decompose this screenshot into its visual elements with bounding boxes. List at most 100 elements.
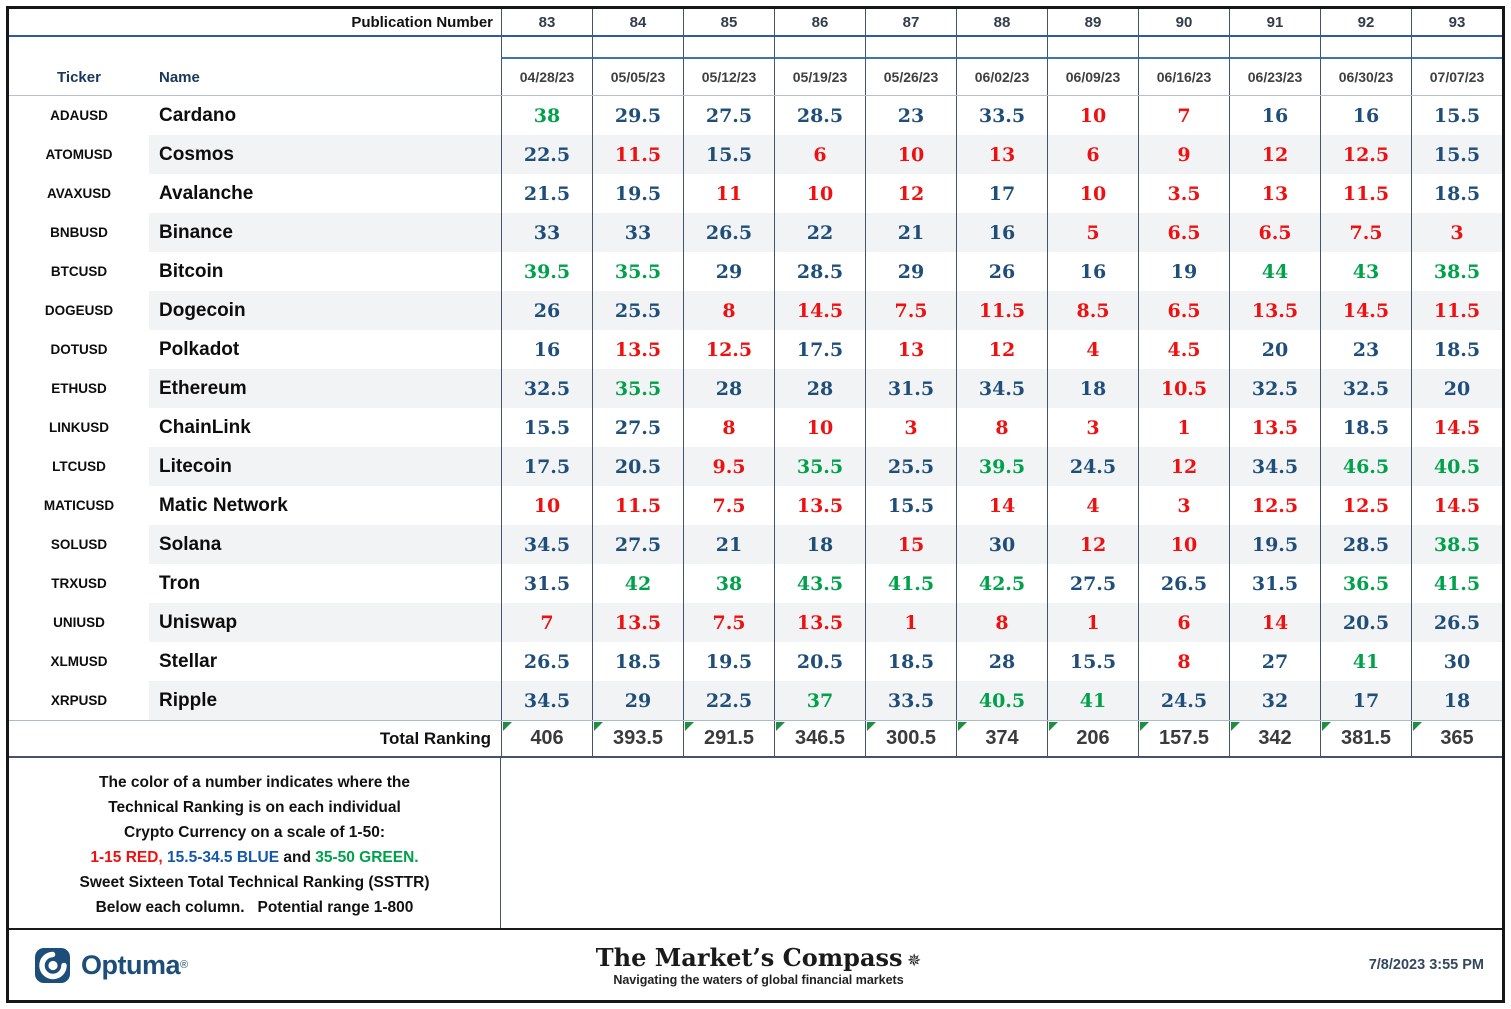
- ranking-value-cell: 7: [1138, 96, 1229, 135]
- ranking-value-cell: 12: [1047, 525, 1138, 564]
- ranking-value-cell: 22.5: [501, 135, 592, 174]
- ranking-value-cell: 20.5: [1320, 603, 1411, 642]
- ranking-value-cell: 18.5: [1411, 174, 1502, 213]
- brand-block: Optuma ®: [9, 945, 596, 985]
- name-cell: Uniswap: [149, 603, 501, 642]
- name-cell: Bitcoin: [159, 260, 224, 282]
- note-triangle-icon: [867, 722, 876, 731]
- ranking-value-cell: 5: [1047, 213, 1138, 252]
- ranking-value-cell: 33.5: [956, 96, 1047, 135]
- name-cell: Litecoin: [149, 447, 501, 486]
- row-label: MATICUSD Matic Network: [9, 486, 501, 525]
- ticker-cell: DOTUSD: [9, 330, 149, 369]
- table-row: ETHUSD Ethereum 32.5 35.5 28 28 31.5 34.5 18 10.5…: [9, 369, 1502, 408]
- ranking-value-cell: 38: [501, 96, 592, 135]
- legend-line: Crypto Currency on a scale of 1-50:: [124, 824, 385, 841]
- name-cell: Avalanche: [159, 182, 254, 204]
- ranking-value-cell: 26: [956, 252, 1047, 291]
- row-label: SOLUSD Solana: [9, 525, 501, 564]
- date-header-row: Ticker Name 04/28/23 05/05/23 05/12/23 05/1…: [9, 59, 1502, 96]
- ranking-value-cell: 15.5: [1047, 642, 1138, 681]
- table-row: LINKUSD ChainLink 15.5 27.5 8 10 3 8 3 1 13.5 18.5 1…: [9, 408, 1502, 447]
- row-label: DOTUSD Polkadot: [9, 330, 501, 369]
- date-cell: 05/19/23: [774, 59, 865, 95]
- ranking-value-cell: 39.5: [501, 252, 592, 291]
- ranking-value-cell: 38.5: [1411, 252, 1502, 291]
- ranking-value-cell: 22.5: [683, 681, 774, 720]
- ranking-value-cell: 12.5: [1320, 486, 1411, 525]
- spacer-cell: [1411, 37, 1502, 59]
- publication-number-cell: 88: [956, 9, 1047, 35]
- ranking-value-cell: 44: [1229, 252, 1320, 291]
- legend-scale-segment: 35-50 GREEN.: [315, 849, 419, 866]
- note-triangle-icon: [503, 722, 512, 731]
- name-cell: Cosmos: [149, 135, 501, 174]
- ranking-value-cell: 24.5: [1047, 447, 1138, 486]
- ranking-value-cell: 8.5: [1047, 291, 1138, 330]
- ranking-value-cell: 20: [1411, 369, 1502, 408]
- ranking-value-cell: 29: [592, 681, 683, 720]
- ranking-value-cell: 9.5: [683, 447, 774, 486]
- ranking-value-cell: 35.5: [592, 369, 683, 408]
- row-label: XLMUSD Stellar: [9, 642, 501, 681]
- ticker-cell: XLMUSD: [9, 642, 149, 681]
- ranking-value-cell: 7.5: [865, 291, 956, 330]
- ranking-value-cell: 13.5: [774, 486, 865, 525]
- ranking-value-cell: 3: [1411, 213, 1502, 252]
- date-cell: 06/30/23: [1320, 59, 1411, 95]
- name-cell: ChainLink: [159, 416, 251, 438]
- ranking-value-cell: 13.5: [1229, 408, 1320, 447]
- ranking-value-cell: 20.5: [774, 642, 865, 681]
- ranking-value-cell: 8: [956, 603, 1047, 642]
- ranking-value-cell: 14: [1229, 603, 1320, 642]
- legend-scale-segment: and: [279, 849, 316, 866]
- date-cell: 06/09/23: [1047, 59, 1138, 95]
- ranking-value-cell: 12.5: [683, 330, 774, 369]
- total-ranking-cell: 300.5: [865, 721, 956, 756]
- ranking-value-cell: 1: [1047, 603, 1138, 642]
- publication-number-cell: 86: [774, 9, 865, 35]
- ranking-value-cell: 10: [501, 486, 592, 525]
- ranking-value-cell: 18.5: [592, 642, 683, 681]
- ranking-value-cell: 26: [501, 291, 592, 330]
- ranking-value-cell: 9: [1138, 135, 1229, 174]
- table-row: SOLUSD Solana 34.5 27.5 21 18 15 30 12 10 19.5 28.5…: [9, 525, 1502, 564]
- footer: Optuma ® The Market’s Compass ✵ Navigati…: [9, 930, 1502, 1000]
- spacer-row: [9, 37, 1502, 59]
- publication-number-cell: 87: [865, 9, 956, 35]
- ranking-value-cell: 10: [865, 135, 956, 174]
- date-cell: 05/05/23: [592, 59, 683, 95]
- ranking-value-cell: 12: [865, 174, 956, 213]
- ranking-value-cell: 3: [1047, 408, 1138, 447]
- ranking-value-cell: 14.5: [774, 291, 865, 330]
- ranking-value-cell: 6: [1047, 135, 1138, 174]
- ranking-value-cell: 35.5: [592, 252, 683, 291]
- ranking-value-cell: 21: [683, 525, 774, 564]
- ranking-value-cell: 42: [592, 564, 683, 603]
- ranking-value-cell: 23: [1320, 330, 1411, 369]
- ranking-value-cell: 7.5: [683, 486, 774, 525]
- ranking-value-cell: 19.5: [1229, 525, 1320, 564]
- ranking-value-cell: 28: [774, 369, 865, 408]
- ranking-value-cell: 32.5: [1320, 369, 1411, 408]
- color-legend: The color of a number indicates where th…: [9, 758, 501, 928]
- legend-scale-segment: 15.5-34.5 BLUE: [162, 849, 280, 866]
- date-cell: 06/02/23: [956, 59, 1047, 95]
- ticker-cell: ADAUSD: [9, 96, 149, 135]
- ranking-value-cell: 24.5: [1138, 681, 1229, 720]
- row-label: UNIUSD Uniswap: [9, 603, 501, 642]
- ranking-value-cell: 41.5: [865, 564, 956, 603]
- row-label: AVAXUSD Avalanche: [9, 174, 501, 213]
- ranking-value-cell: 27.5: [683, 96, 774, 135]
- ticker-cell: AVAXUSD: [9, 174, 149, 213]
- ranking-value-cell: 7.5: [1320, 213, 1411, 252]
- ranking-value-cell: 20: [1229, 330, 1320, 369]
- total-ranking-row: Total Ranking 406 393.5 291.5 346.5 300.5 374…: [9, 720, 1502, 758]
- spacer-label-area: [9, 37, 501, 59]
- ranking-value-cell: 39.5: [956, 447, 1047, 486]
- ticker-cell: MATICUSD: [9, 486, 149, 525]
- ranking-value-cell: 6.5: [1229, 213, 1320, 252]
- ranking-value-cell: 25.5: [592, 291, 683, 330]
- ranking-value-cell: 28: [683, 369, 774, 408]
- ticker-cell: LTCUSD: [9, 447, 149, 486]
